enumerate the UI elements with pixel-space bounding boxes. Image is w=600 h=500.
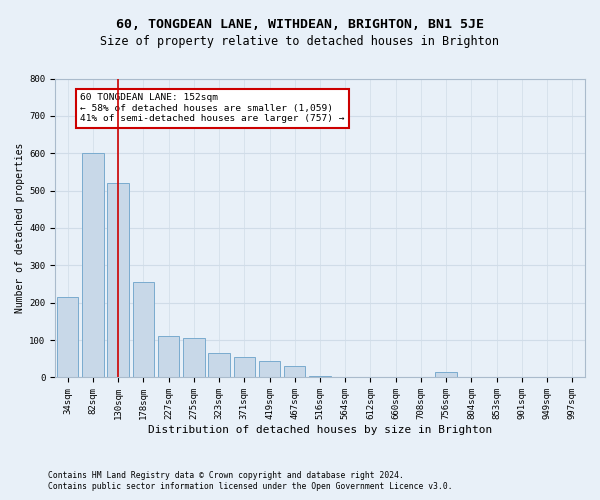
Y-axis label: Number of detached properties: Number of detached properties: [15, 143, 25, 313]
Bar: [183, 338, 205, 378]
Bar: [57, 297, 79, 378]
Bar: [133, 282, 154, 378]
Bar: [309, 376, 331, 378]
Text: Contains public sector information licensed under the Open Government Licence v3: Contains public sector information licen…: [48, 482, 452, 491]
Bar: [107, 183, 129, 378]
Bar: [284, 366, 305, 378]
Bar: [436, 372, 457, 378]
Text: Contains HM Land Registry data © Crown copyright and database right 2024.: Contains HM Land Registry data © Crown c…: [48, 471, 404, 480]
Text: 60, TONGDEAN LANE, WITHDEAN, BRIGHTON, BN1 5JE: 60, TONGDEAN LANE, WITHDEAN, BRIGHTON, B…: [116, 18, 484, 30]
Bar: [208, 353, 230, 378]
Bar: [82, 153, 104, 378]
Bar: [233, 357, 255, 378]
Bar: [259, 360, 280, 378]
X-axis label: Distribution of detached houses by size in Brighton: Distribution of detached houses by size …: [148, 425, 492, 435]
Text: Size of property relative to detached houses in Brighton: Size of property relative to detached ho…: [101, 35, 499, 48]
Bar: [158, 336, 179, 378]
Text: 60 TONGDEAN LANE: 152sqm
← 58% of detached houses are smaller (1,059)
41% of sem: 60 TONGDEAN LANE: 152sqm ← 58% of detach…: [80, 94, 345, 123]
